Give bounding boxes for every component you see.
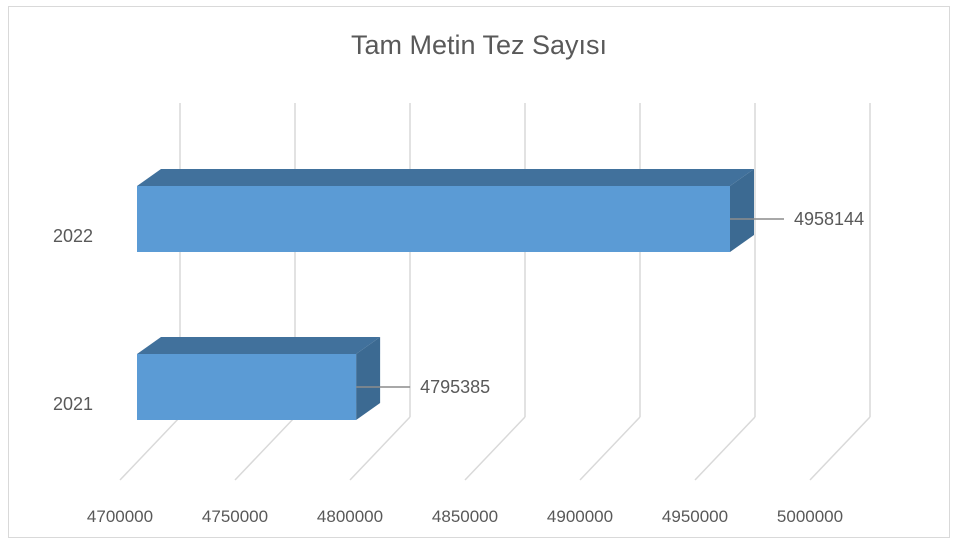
y-category-label: 2022 <box>53 226 93 246</box>
gridline-floor <box>349 416 411 481</box>
x-tick-label: 4950000 <box>662 507 728 526</box>
gridline-floor <box>809 416 871 481</box>
x-tick-label: 4750000 <box>202 507 268 526</box>
gridline-floor <box>694 416 756 481</box>
bar-2022 <box>137 186 730 252</box>
x-tick-label: 4900000 <box>547 507 613 526</box>
y-category-label: 2021 <box>53 394 93 414</box>
x-tick-label: 4700000 <box>87 507 153 526</box>
data-label: 4958144 <box>794 209 864 229</box>
gridline-floor <box>464 416 526 481</box>
data-label: 4795385 <box>420 377 490 397</box>
bar-side-face <box>730 169 754 252</box>
chart-title: Tam Metin Tez Sayısı <box>350 30 608 60</box>
x-tick-label: 4850000 <box>432 507 498 526</box>
bar-2021 <box>137 354 357 420</box>
bar-side-face <box>356 337 381 420</box>
x-tick-label: 4800000 <box>317 507 383 526</box>
chart-area <box>8 6 950 538</box>
gridline-floor <box>579 416 641 481</box>
gridline-floor <box>119 416 181 481</box>
x-tick-label: 5000000 <box>777 507 843 526</box>
gridline-floor <box>234 416 296 481</box>
bar-top-face <box>137 337 381 354</box>
bar-top-face <box>137 169 754 186</box>
